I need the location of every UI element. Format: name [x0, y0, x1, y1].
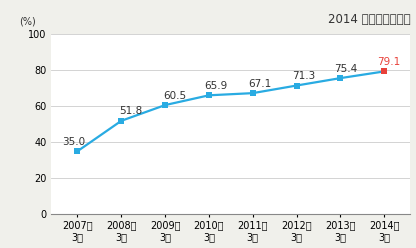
- Text: 71.3: 71.3: [292, 71, 315, 81]
- Text: 35.0: 35.0: [62, 137, 85, 147]
- Text: 79.1: 79.1: [378, 57, 401, 67]
- Text: 67.1: 67.1: [248, 79, 272, 89]
- Text: 60.5: 60.5: [163, 91, 186, 100]
- Text: 65.9: 65.9: [205, 81, 228, 91]
- Text: 2014 年３月１日現在: 2014 年３月１日現在: [328, 13, 411, 26]
- Text: (%): (%): [19, 16, 36, 26]
- Text: 51.8: 51.8: [119, 106, 142, 116]
- Text: 75.4: 75.4: [334, 63, 357, 74]
